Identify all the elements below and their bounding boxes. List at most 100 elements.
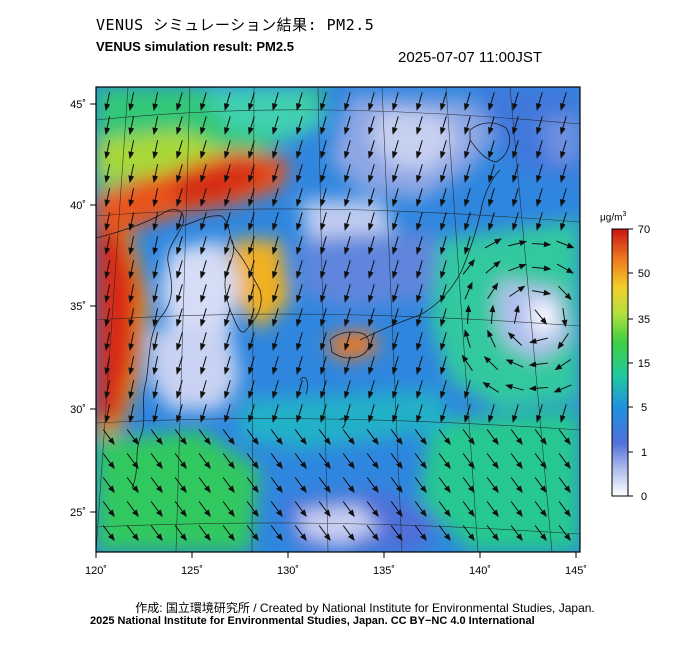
wind-arrow-head — [155, 461, 163, 470]
wind-arrow-head — [416, 247, 422, 255]
wind-arrow-head — [104, 103, 111, 112]
wind-arrow-head — [347, 485, 355, 494]
wind-arrow-head — [368, 175, 374, 183]
wind-arrow-head — [563, 533, 571, 542]
wind-arrow-head — [176, 223, 182, 231]
wind-arrow-head — [512, 175, 518, 183]
wind-arrow-head — [224, 199, 230, 207]
wind-arrow-head — [272, 247, 278, 255]
wind-arrow-head — [419, 509, 427, 518]
wind-arrow-head — [543, 289, 552, 296]
wind-arrow-head — [464, 175, 470, 183]
wind-arrow-head — [251, 485, 259, 494]
wind-arrow-head — [528, 338, 537, 344]
wind-arrow-head — [536, 127, 542, 135]
wind-arrow-head — [248, 175, 254, 183]
wind-arrow-head — [131, 533, 139, 542]
wind-arrow-head — [512, 151, 518, 159]
wind-arrow-head — [152, 103, 159, 112]
colorbar-tick-label: 15 — [638, 358, 650, 370]
wind-arrow-head — [491, 437, 499, 446]
wind-arrow-head — [128, 391, 135, 400]
wind-arrow-head — [296, 223, 302, 231]
wind-arrow-head — [368, 151, 374, 159]
wind-arrow-head — [392, 391, 398, 399]
wind-arrow-head — [272, 103, 278, 111]
wind-arrow-head — [467, 461, 475, 470]
wind-arrow-head — [272, 295, 278, 303]
wind-arrow-head — [107, 461, 115, 470]
map-frame — [95, 86, 581, 553]
wind-arrow-head — [227, 509, 235, 518]
wind-arrow-head — [519, 240, 528, 246]
wind-arrow-head — [464, 223, 470, 231]
wind-arrow-head — [296, 367, 302, 375]
wind-arrow-head — [395, 461, 403, 470]
wind-arrow-head — [443, 533, 451, 542]
wind-arrow-head — [227, 485, 235, 494]
wind-arrow-head — [152, 175, 159, 184]
lon-tick-label: 145˚ — [565, 565, 587, 577]
wind-arrow-head — [464, 127, 470, 135]
wind-arrow-head — [224, 223, 230, 231]
wind-arrow-head — [488, 151, 494, 159]
wind-arrow-head — [392, 415, 398, 423]
wind-arrow-head — [296, 415, 302, 423]
wind-arrow-head — [560, 199, 566, 207]
wind-arrow-head — [176, 391, 182, 399]
wind-arrow-head — [464, 415, 470, 423]
wind-arrow-head — [416, 103, 422, 111]
wind-arrow-head — [107, 485, 115, 494]
wind-arrow-head — [488, 127, 494, 135]
wind-arrow-head — [323, 533, 331, 542]
wind-vectors — [102, 92, 575, 542]
wind-arrow-head — [392, 199, 398, 207]
wind-arrow-head — [505, 359, 514, 366]
wind-arrow-head — [296, 151, 302, 159]
wind-arrow-head — [440, 295, 446, 303]
wind-arrow-head — [131, 485, 139, 494]
wind-arrow-head — [488, 103, 494, 111]
wind-arrow-head — [344, 367, 350, 375]
wind-arrow-head — [128, 415, 135, 424]
wind-arrow-head — [224, 247, 230, 255]
wind-arrow-head — [416, 175, 422, 183]
wind-arrow-head — [392, 319, 398, 327]
wind-arrow-head — [227, 437, 235, 446]
wind-arrow-head — [517, 285, 526, 293]
wind-arrow-head — [152, 127, 159, 136]
wind-arrow-head — [491, 282, 499, 291]
title-japanese: VENUS シミュレーション結果: PM2.5 — [96, 16, 375, 34]
wind-arrow-head — [248, 343, 254, 351]
wind-arrow-head — [344, 319, 350, 327]
wind-arrow-head — [224, 127, 230, 135]
wind-arrow-head — [392, 151, 398, 159]
wind-arrow-head — [440, 151, 446, 159]
wind-arrow-head — [131, 437, 139, 446]
wind-arrow-head — [419, 461, 427, 470]
wind-arrow-head — [251, 533, 259, 542]
wind-arrow-head — [416, 343, 422, 351]
lat-tick-label: 30˚ — [70, 404, 86, 416]
wind-arrow-head — [320, 151, 326, 159]
wind-arrow-head — [272, 319, 278, 327]
wind-arrow-head — [200, 223, 206, 231]
wind-arrow-head — [515, 533, 523, 542]
wind-arrow-head — [440, 103, 446, 111]
wind-arrow-head — [131, 461, 139, 470]
wind-arrow-head — [104, 199, 111, 208]
wind-arrow-head — [275, 509, 283, 518]
wind-arrow-head — [128, 127, 135, 136]
wind-arrow-head — [416, 319, 422, 327]
wind-arrow-head — [515, 509, 523, 518]
wind-arrow-head — [344, 295, 350, 303]
wind-arrow-head — [419, 485, 427, 494]
wind-arrow-head — [128, 199, 135, 208]
colorbar-tick-label: 0 — [641, 491, 647, 503]
wind-arrow-head — [152, 391, 159, 400]
wind-arrow-head — [416, 271, 422, 279]
wind-arrow-head — [179, 509, 187, 518]
colorbar-tick-label: 1 — [641, 447, 647, 459]
wind-arrow-head — [128, 247, 135, 256]
wind-arrow-head — [296, 175, 302, 183]
